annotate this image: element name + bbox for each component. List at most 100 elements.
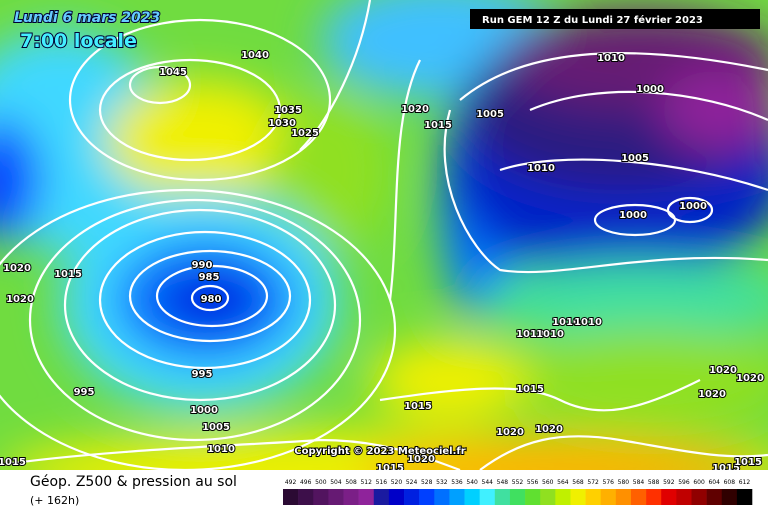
scale-label: 544	[482, 479, 494, 486]
isobar-label: 1015	[0, 457, 26, 468]
color-swatch	[343, 489, 359, 505]
isobar-label: 1010	[536, 329, 564, 340]
isobar-label: 1010	[527, 163, 555, 174]
color-swatch	[555, 489, 571, 505]
isobar-label: 1035	[274, 105, 302, 116]
isobar-label: 1015	[404, 401, 432, 412]
color-swatch	[464, 489, 480, 505]
isobar-label: 1000	[619, 210, 647, 221]
isobar-label: 1030	[268, 118, 296, 129]
isobar-label: 1000	[190, 405, 218, 416]
scale-label: 572	[587, 479, 599, 486]
isobar-label: 995	[192, 369, 213, 380]
scale-label: 592	[663, 479, 675, 486]
scale-label: 508	[345, 479, 357, 486]
isobar-label: 985	[199, 272, 220, 283]
isobar-label: 1010	[574, 317, 602, 328]
isobar-label: 1020	[401, 104, 429, 115]
isobar-label: 980	[201, 294, 222, 305]
isobar-label: 1020	[407, 454, 435, 465]
isobar-label: 1020	[535, 424, 563, 435]
scale-label: 496	[300, 479, 312, 486]
color-swatch	[721, 489, 738, 505]
scale-label: 608	[724, 479, 736, 486]
scale-label: 552	[512, 479, 524, 486]
color-swatch	[298, 489, 314, 505]
isobar-label: 1010	[597, 53, 625, 64]
scale-label: 528	[421, 479, 433, 486]
scale-label: 604	[708, 479, 720, 486]
isobar-label: 1005	[202, 422, 230, 433]
color-swatch	[373, 489, 390, 505]
forecast-date: Lundi 6 mars 2023	[14, 10, 160, 26]
isobar-label: 1025	[291, 128, 319, 139]
footer-title: Géop. Z500 & pression au sol	[30, 474, 237, 490]
isobar-label: 1000	[636, 84, 664, 95]
isobar-label: 1015	[712, 463, 740, 474]
color-swatch	[706, 489, 723, 505]
scale-label: 576	[603, 479, 615, 486]
color-swatch	[328, 489, 344, 505]
color-swatch	[691, 489, 707, 505]
isobar-label: 1020	[736, 373, 764, 384]
scale-label: 584	[633, 479, 645, 486]
isobar-label: 1020	[3, 263, 31, 274]
color-swatch	[313, 489, 329, 505]
scale-label: 512	[360, 479, 372, 486]
isobars	[0, 0, 768, 470]
scale-label: 536	[451, 479, 463, 486]
scale-label: 504	[330, 479, 342, 486]
color-swatch	[404, 489, 420, 505]
color-swatch	[494, 489, 511, 505]
color-scale: 492 496 500 504 508 512 516 520 524 528 532 536 540 5…	[283, 479, 753, 505]
scale-label: 564	[557, 479, 569, 486]
isobar-label: 1020	[709, 365, 737, 376]
scale-label: 540	[466, 479, 478, 486]
isobar-label: 1020	[6, 294, 34, 305]
isobar-label: 1000	[679, 201, 707, 212]
isobar-labels: 1040104510351030102510201015100510101000…	[0, 49, 765, 474]
scale-label: 524	[406, 479, 418, 486]
isobar-label: 995	[74, 387, 95, 398]
color-swatch	[434, 489, 450, 505]
scale-label: 612	[739, 479, 751, 486]
scale-label: 568	[572, 479, 584, 486]
color-swatch	[570, 489, 586, 505]
isobar-label: 1015	[376, 463, 404, 474]
scale-label: 600	[693, 479, 705, 486]
color-swatch	[630, 489, 647, 505]
color-swatch	[646, 489, 662, 505]
isobar-label: 1005	[621, 153, 649, 164]
color-swatch	[585, 489, 602, 505]
color-swatch	[283, 489, 299, 505]
scale-label: 532	[436, 479, 448, 486]
isobar-label: 1015	[516, 384, 544, 395]
scale-label: 520	[391, 479, 403, 486]
isobar-label: 1015	[424, 120, 452, 131]
scale-label: 516	[376, 479, 388, 486]
isobar-label: 1015	[54, 269, 82, 280]
isobar-label: 1045	[159, 67, 187, 78]
color-swatch	[736, 489, 753, 505]
color-swatch	[388, 489, 405, 505]
scale-label: 556	[527, 479, 539, 486]
color-swatch	[449, 489, 465, 505]
scale-label: 548	[497, 479, 509, 486]
forecast-time: 7:00 locale	[20, 30, 137, 52]
isobar-label: 1010	[516, 329, 544, 340]
isobar-label: 990	[192, 260, 213, 271]
color-swatch	[600, 489, 617, 505]
scale-label: 500	[315, 479, 327, 486]
scale-label: 588	[648, 479, 660, 486]
isobar-label: 1010	[552, 317, 580, 328]
isobar-label: 1010	[207, 444, 235, 455]
footer-lead: (+ 162h)	[30, 494, 79, 507]
color-swatch	[525, 489, 541, 505]
color-swatch	[419, 489, 435, 505]
isobar-label: 1020	[698, 389, 726, 400]
run-info: Run GEM 12 Z du Lundi 27 février 2023	[482, 14, 703, 26]
color-swatch	[509, 489, 526, 505]
isobar-label: 1040	[241, 50, 269, 61]
